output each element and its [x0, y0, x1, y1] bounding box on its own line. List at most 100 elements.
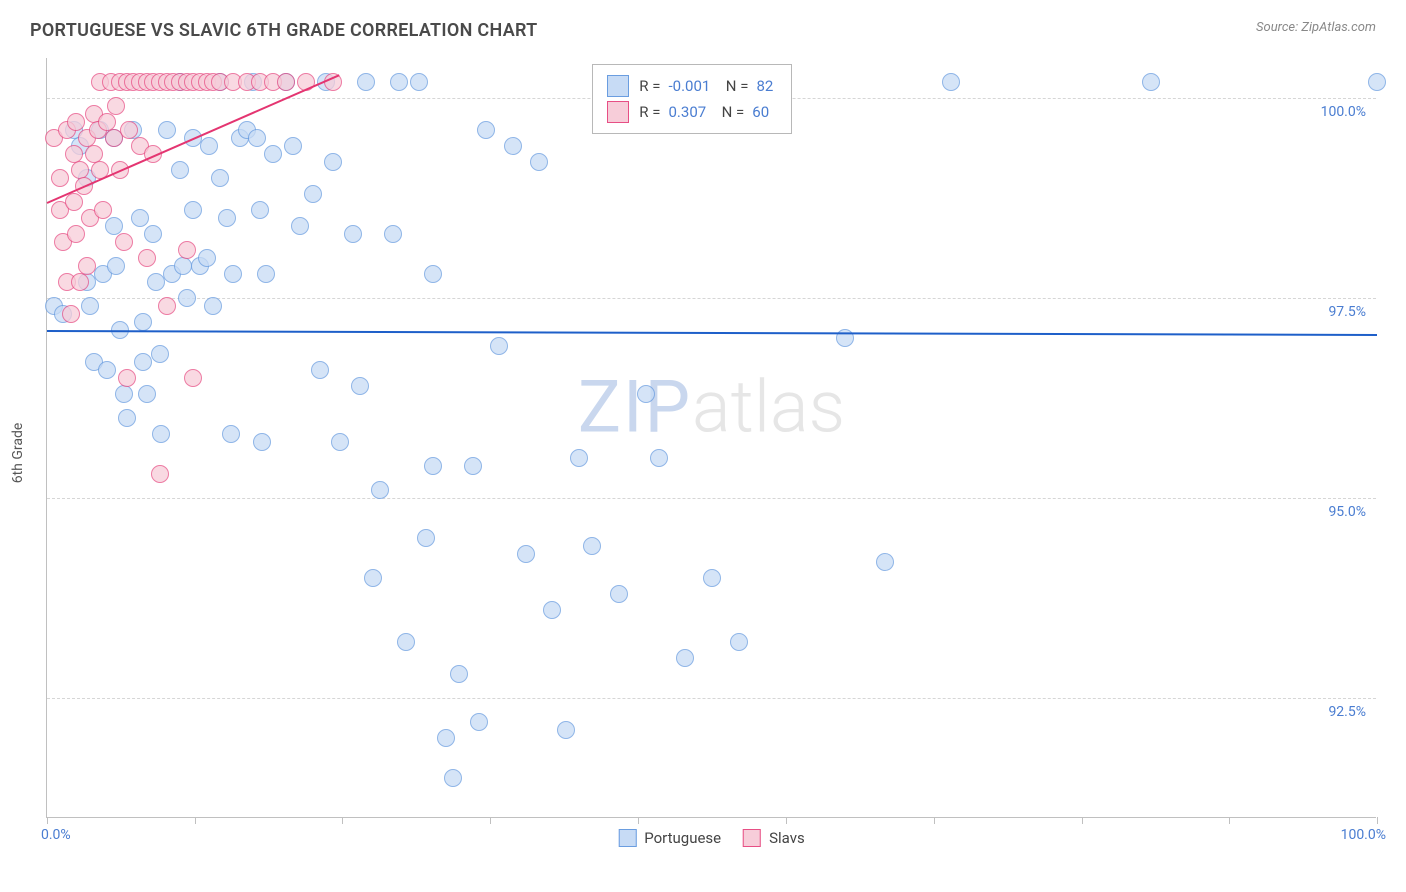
data-point — [543, 601, 561, 619]
legend-n-value: 60 — [748, 103, 773, 121]
data-point — [264, 145, 282, 163]
data-point — [384, 225, 402, 243]
legend-n-label: N = — [718, 77, 748, 95]
legend-swatch — [607, 101, 629, 123]
legend-item: Portuguese — [618, 829, 721, 847]
data-point — [557, 721, 575, 739]
data-point — [171, 161, 189, 179]
data-point — [248, 129, 266, 147]
trend-line — [47, 330, 1377, 336]
y-tick-label: 92.5% — [1328, 704, 1366, 720]
legend-label: Portuguese — [644, 829, 721, 847]
data-point — [115, 233, 133, 251]
data-point — [450, 665, 468, 683]
x-tick — [934, 817, 935, 824]
data-point — [464, 457, 482, 475]
bottom-legend: Portuguese Slavs — [618, 829, 805, 847]
data-point — [424, 457, 442, 475]
data-point — [876, 553, 894, 571]
data-point — [351, 377, 369, 395]
legend-swatch — [607, 75, 629, 97]
x-axis-min-label: 0.0% — [41, 827, 71, 843]
watermark: ZIPatlas — [578, 365, 845, 450]
grid-line — [47, 698, 1376, 699]
data-point — [291, 217, 309, 235]
data-point — [222, 425, 240, 443]
y-tick-label: 100.0% — [1321, 104, 1366, 120]
data-point — [107, 97, 125, 115]
grid-line — [47, 298, 1376, 299]
y-tick-label: 97.5% — [1328, 304, 1366, 320]
data-point — [344, 225, 362, 243]
data-point — [676, 649, 694, 667]
x-tick — [490, 817, 491, 824]
data-point — [470, 713, 488, 731]
watermark-right: atlas — [692, 365, 845, 450]
data-point — [158, 297, 176, 315]
data-point — [277, 73, 295, 91]
data-point — [200, 137, 218, 155]
x-tick — [47, 817, 48, 824]
data-point — [1368, 73, 1386, 91]
x-tick — [1082, 817, 1083, 824]
data-point — [703, 569, 721, 587]
y-tick-label: 95.0% — [1328, 504, 1366, 520]
data-point — [304, 185, 322, 203]
data-point — [138, 249, 156, 267]
data-point — [211, 169, 229, 187]
legend-r-label: R = — [639, 103, 660, 121]
data-point — [138, 385, 156, 403]
data-point — [311, 361, 329, 379]
data-point — [174, 257, 192, 275]
legend-swatch — [618, 829, 636, 847]
data-point — [417, 529, 435, 547]
data-point — [410, 73, 428, 91]
data-point — [610, 585, 628, 603]
data-point — [184, 369, 202, 387]
data-point — [94, 201, 112, 219]
data-point — [81, 297, 99, 315]
chart-title: PORTUGUESE VS SLAVIC 6TH GRADE CORRELATI… — [30, 20, 538, 41]
legend-r-value: 0.307 — [665, 103, 711, 121]
data-point — [504, 137, 522, 155]
data-point — [105, 217, 123, 235]
data-point — [151, 465, 169, 483]
grid-line — [47, 498, 1376, 499]
data-point — [198, 249, 216, 267]
legend-item: Slavs — [743, 829, 805, 847]
data-point — [98, 361, 116, 379]
x-tick — [195, 817, 196, 824]
data-point — [120, 121, 138, 139]
data-point — [151, 345, 169, 363]
data-point — [62, 305, 80, 323]
data-point — [477, 121, 495, 139]
data-point — [1142, 73, 1160, 91]
data-point — [51, 169, 69, 187]
legend-row: R = 0.307 N =60 — [607, 99, 777, 125]
data-point — [218, 209, 236, 227]
source-attribution: Source: ZipAtlas.com — [1256, 20, 1376, 35]
data-point — [331, 433, 349, 451]
data-point — [371, 481, 389, 499]
data-point — [78, 257, 96, 275]
legend-row: R =-0.001 N =82 — [607, 73, 777, 99]
data-point — [257, 265, 275, 283]
data-point — [118, 409, 136, 427]
data-point — [224, 265, 242, 283]
data-point — [118, 369, 136, 387]
data-point — [71, 161, 89, 179]
data-point — [650, 449, 668, 467]
legend-n-label: N = — [714, 103, 744, 121]
x-tick — [638, 817, 639, 824]
data-point — [67, 113, 85, 131]
data-point — [184, 201, 202, 219]
legend-n-value: 82 — [752, 77, 777, 95]
data-point — [144, 225, 162, 243]
data-point — [397, 633, 415, 651]
data-point — [942, 73, 960, 91]
data-point — [107, 257, 125, 275]
data-point — [253, 433, 271, 451]
plot-area: ZIPatlas 0.0% 100.0% PortugueseSlavs 100… — [46, 58, 1376, 818]
chart-container: 6th Grade ZIPatlas 0.0% 100.0% Portugues… — [46, 58, 1376, 848]
data-point — [570, 449, 588, 467]
